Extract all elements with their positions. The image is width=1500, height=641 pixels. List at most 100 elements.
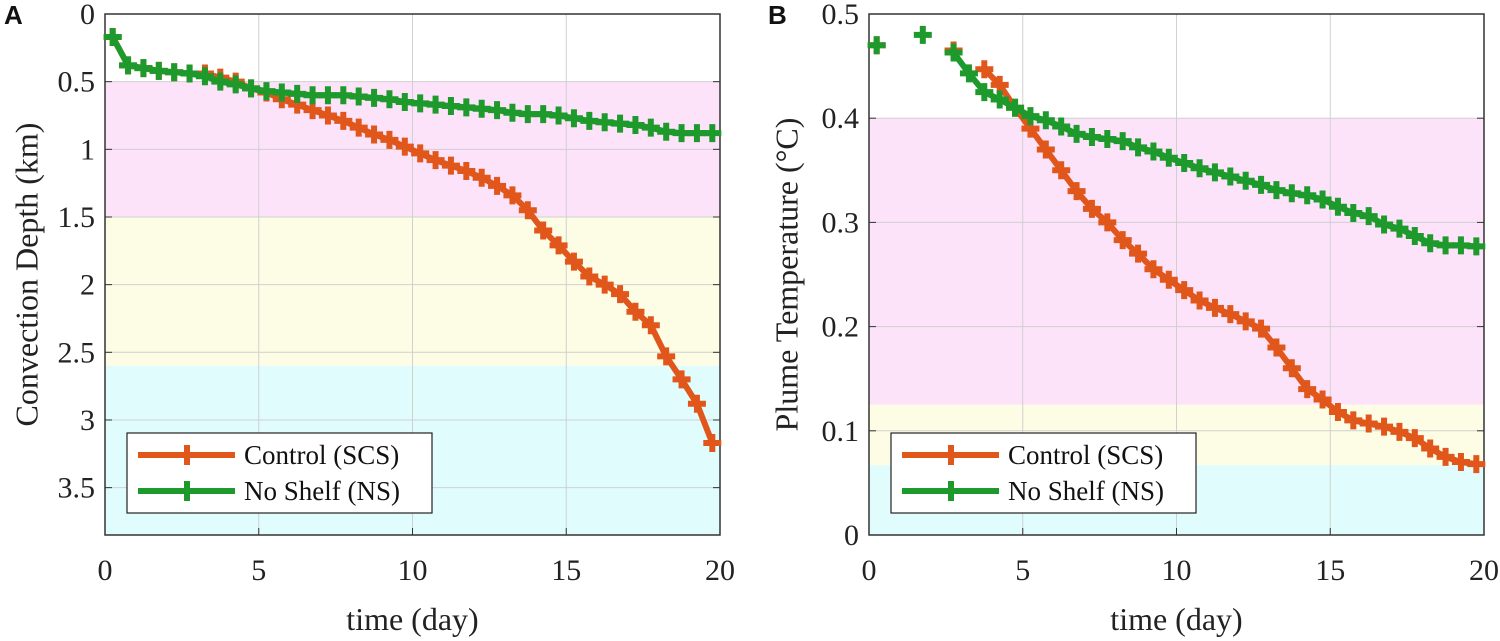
- data-point-marker: [687, 124, 706, 143]
- data-point-marker: [1405, 429, 1424, 448]
- data-point-marker: [611, 285, 630, 304]
- legend-label: No Shelf (NS): [1008, 476, 1164, 506]
- y-tick-label: 3: [80, 404, 95, 437]
- data-point-marker: [1190, 159, 1209, 178]
- data-point-marker: [549, 106, 568, 125]
- y-tick-label: 0: [844, 519, 859, 552]
- x-tick-label: 15: [1315, 554, 1345, 587]
- data-point-marker: [944, 43, 963, 62]
- data-point-marker: [488, 101, 507, 120]
- data-point-marker: [975, 83, 994, 102]
- data-point-marker: [1113, 231, 1132, 250]
- data-point-marker: [564, 252, 583, 271]
- data-point-marker: [1328, 197, 1347, 216]
- data-point-marker: [672, 124, 691, 143]
- data-point-marker: [472, 99, 491, 118]
- data-point-marker: [1344, 204, 1363, 223]
- data-point-marker: [657, 347, 676, 366]
- data-point-marker: [867, 36, 886, 55]
- data-point-marker: [1375, 215, 1394, 234]
- x-tick-label: 10: [398, 554, 428, 587]
- data-point-marker: [1236, 312, 1255, 331]
- data-point-marker: [318, 106, 337, 125]
- data-point-marker: [365, 88, 384, 107]
- data-point-marker: [1359, 207, 1378, 226]
- y-tick-label: 0.2: [822, 311, 860, 344]
- data-point-marker: [641, 316, 660, 335]
- data-point-marker: [272, 83, 291, 102]
- legend-label: Control (SCS): [1008, 440, 1163, 470]
- data-point-marker: [1436, 447, 1455, 466]
- data-point-marker: [119, 56, 138, 75]
- y-axis-label: Plume Temperature (°C): [768, 118, 804, 432]
- y-tick-label: 0: [80, 0, 95, 31]
- x-tick-label: 20: [705, 554, 735, 587]
- data-point-marker: [1267, 338, 1286, 357]
- data-point-marker: [1267, 181, 1286, 200]
- data-point-marker: [913, 25, 932, 44]
- data-point-marker: [457, 161, 476, 180]
- legend-label: Control (SCS): [244, 440, 399, 470]
- data-point-marker: [1375, 417, 1394, 436]
- panel-label: A: [4, 0, 23, 30]
- data-point-marker: [1129, 244, 1148, 263]
- data-point-marker: [1159, 270, 1178, 289]
- data-point-marker: [334, 111, 353, 130]
- data-point-marker: [380, 130, 399, 149]
- legend-label: No Shelf (NS): [244, 476, 400, 506]
- data-point-marker: [564, 109, 583, 128]
- panel-b: 0 5 10 15 20 0 0.1 0.2 0.3 0.4 0.5 time (day) Plume …: [768, 0, 1499, 637]
- series-noshelf: [103, 28, 722, 143]
- legend: Control (SCS) No Shelf (NS): [126, 432, 433, 514]
- data-point-marker: [395, 92, 414, 111]
- y-tick-label: 0.1: [822, 415, 860, 448]
- data-point-marker: [1467, 455, 1486, 474]
- x-tick-label: 5: [1015, 554, 1030, 587]
- data-point-marker: [1036, 140, 1055, 159]
- data-point-marker: [1421, 234, 1440, 253]
- data-point-marker: [1344, 411, 1363, 430]
- y-tick-label: 2.5: [58, 336, 96, 369]
- data-point-marker: [288, 84, 307, 103]
- data-point-marker: [1313, 190, 1332, 209]
- data-point-marker: [426, 151, 445, 170]
- data-point-marker: [1098, 213, 1117, 232]
- legend-swatch-marker: [941, 481, 961, 501]
- data-point-marker: [503, 103, 522, 122]
- x-tick-label: 0: [862, 554, 877, 587]
- data-point-marker: [226, 75, 245, 94]
- data-point-marker: [626, 302, 645, 321]
- data-point-marker: [534, 221, 553, 240]
- data-point-marker: [1144, 142, 1163, 161]
- data-point-marker: [1405, 226, 1424, 245]
- y-tick-label: 0.5: [58, 66, 96, 99]
- data-point-marker: [349, 87, 368, 106]
- data-point-marker: [549, 236, 568, 255]
- y-tick-label: 0.5: [822, 0, 860, 31]
- data-point-marker: [518, 201, 537, 220]
- data-point-marker: [457, 98, 476, 117]
- data-point-marker: [1175, 154, 1194, 173]
- data-point-marker: [975, 60, 994, 79]
- data-point-marker: [990, 90, 1009, 109]
- data-point-marker: [1282, 184, 1301, 203]
- data-point-marker: [672, 370, 691, 389]
- data-point-marker: [380, 90, 399, 109]
- data-point-marker: [1006, 98, 1025, 117]
- data-point-marker: [595, 275, 614, 294]
- y-tick-label: 1.5: [58, 201, 96, 234]
- data-point-marker: [1082, 127, 1101, 146]
- data-point-marker: [1067, 182, 1086, 201]
- data-point-marker: [1052, 117, 1071, 136]
- y-tick-label: 0.4: [822, 102, 860, 135]
- legend-swatch-marker: [177, 481, 197, 501]
- x-tick-label: 5: [251, 554, 266, 587]
- x-tick-label: 20: [1469, 554, 1499, 587]
- data-point-marker: [1421, 439, 1440, 458]
- legend: Control (SCS) No Shelf (NS): [890, 432, 1197, 514]
- data-point-marker: [1190, 291, 1209, 310]
- y-tick-label: 1: [80, 133, 95, 166]
- data-point-marker: [411, 144, 430, 163]
- data-point-marker: [687, 394, 706, 413]
